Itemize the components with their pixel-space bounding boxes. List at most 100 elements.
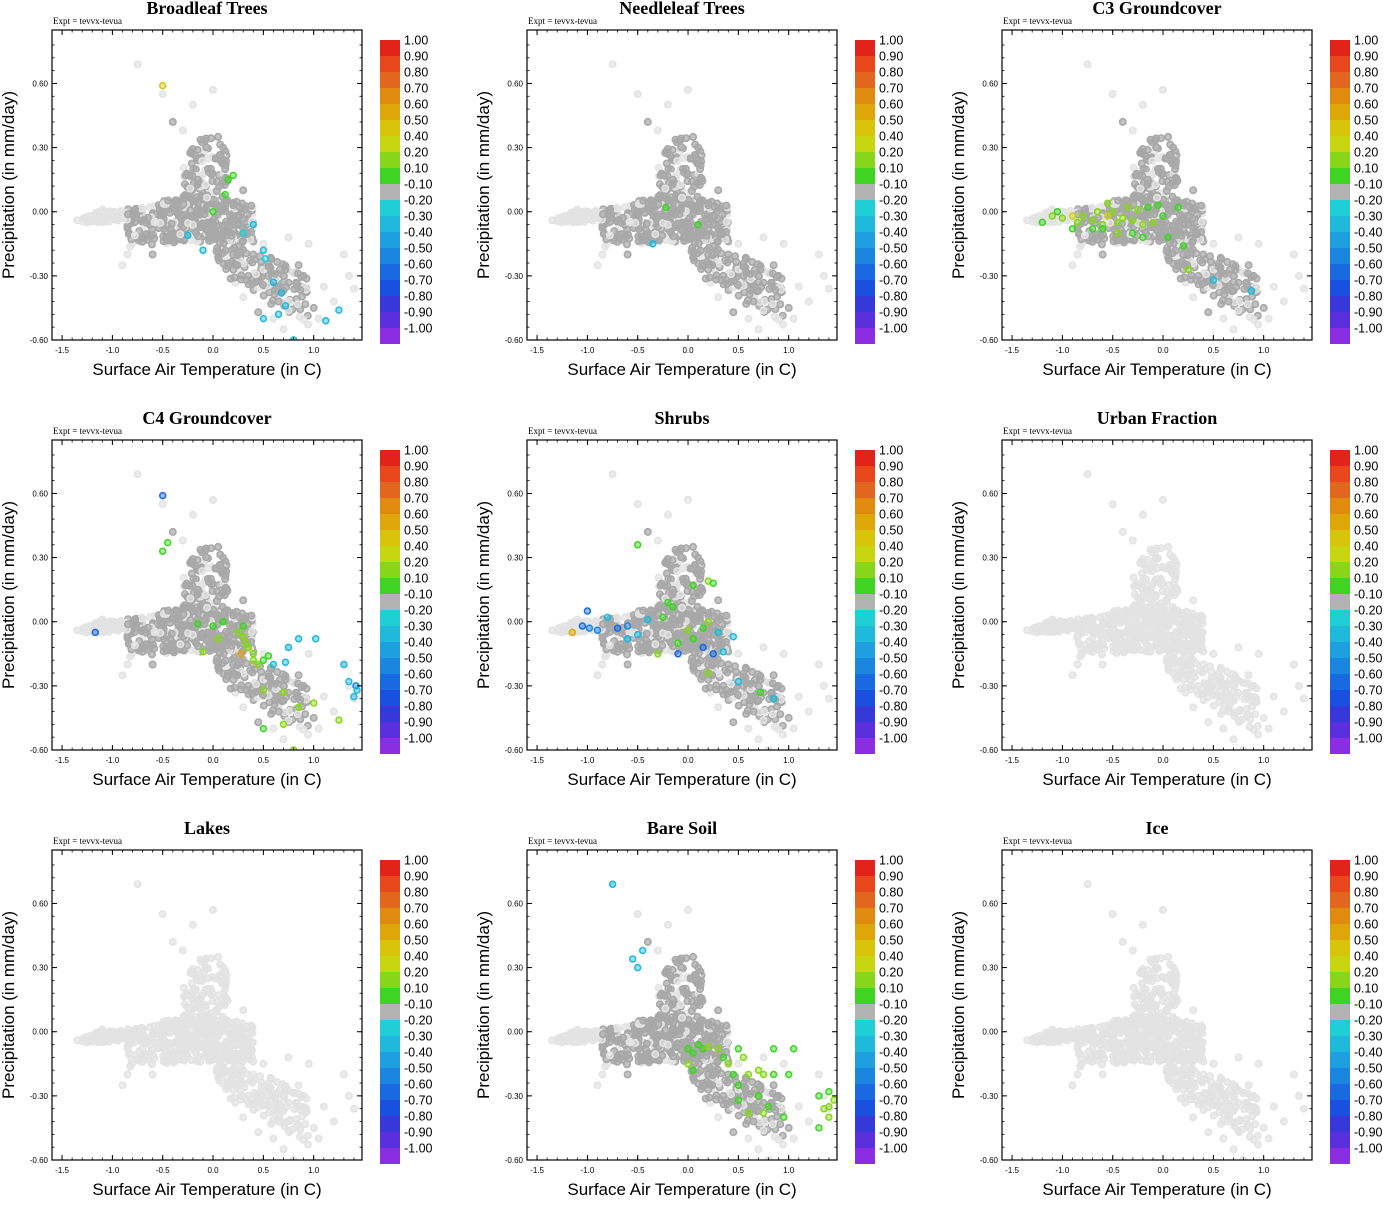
background-point — [549, 627, 555, 633]
background-point — [645, 529, 651, 535]
colorbar-label: 0.10 — [404, 572, 428, 586]
highlight-point — [160, 493, 166, 499]
background-point — [1179, 259, 1185, 265]
colorbar-label: -0.10 — [879, 178, 908, 192]
colorbar-label: 0.60 — [404, 508, 428, 522]
background-point — [786, 305, 792, 311]
background-point — [1215, 683, 1221, 689]
background-point — [614, 234, 620, 240]
panel-title: Broadleaf Trees — [146, 0, 267, 18]
background-point — [210, 197, 216, 203]
y-tick-label: 0.30 — [507, 144, 523, 153]
background-point — [559, 629, 565, 635]
background-point — [715, 238, 721, 244]
background-point — [1227, 677, 1233, 683]
colorbar-swatch — [1330, 466, 1350, 482]
background-point — [297, 724, 303, 730]
colorbar-swatch — [380, 578, 400, 594]
background-point — [1122, 197, 1128, 203]
x-tick-label: -1.5 — [530, 756, 544, 765]
background-point — [747, 697, 753, 703]
background-point — [1120, 119, 1126, 125]
colorbar-swatch — [1330, 280, 1350, 296]
y-tick-label: -0.60 — [505, 336, 524, 345]
x-tick-label: -1.0 — [580, 756, 594, 765]
background-point — [219, 604, 225, 610]
background-point — [655, 127, 661, 133]
highlight-point — [705, 619, 711, 625]
background-point — [694, 194, 700, 200]
colorbar-swatch — [855, 450, 875, 466]
background-point — [760, 644, 766, 650]
highlight-point — [1059, 215, 1065, 221]
x-tick-label: 0.5 — [258, 346, 270, 355]
background-point — [180, 537, 186, 543]
background-point — [1115, 607, 1121, 613]
background-point — [1205, 309, 1211, 315]
background-point — [733, 259, 739, 265]
colorbar-label: 0.20 — [404, 556, 428, 570]
x-tick-label: 0.0 — [1157, 756, 1169, 765]
background-point — [728, 271, 734, 277]
colorbar-label: 0.50 — [879, 114, 903, 128]
background-point — [172, 607, 178, 613]
colorbar-label: 0.90 — [404, 460, 428, 474]
y-tick-label: -0.30 — [505, 682, 524, 691]
background-point — [149, 651, 155, 657]
background-point — [1166, 183, 1172, 189]
expt-label: Expt = tevvx-tevua — [528, 426, 597, 436]
colorbar-label: 0.80 — [404, 476, 428, 490]
background-point — [1296, 683, 1302, 689]
background-point — [752, 267, 758, 273]
colorbar-swatch — [1330, 120, 1350, 136]
colorbar-swatch — [855, 56, 875, 72]
background-point — [202, 592, 208, 598]
background-point — [714, 610, 720, 616]
colorbar-swatch — [380, 152, 400, 168]
background-point — [599, 251, 605, 257]
background-point — [1245, 711, 1251, 717]
background-point — [1210, 241, 1216, 247]
background-point — [745, 315, 751, 321]
panel-title: Urban Fraction — [1097, 408, 1218, 428]
background-point — [1122, 607, 1128, 613]
background-point — [190, 607, 196, 613]
y-tick-label: 0.30 — [32, 144, 48, 153]
colorbar-label: -0.30 — [404, 620, 433, 634]
background-point — [204, 195, 210, 201]
highlight-point — [283, 303, 289, 309]
background-point — [220, 554, 226, 560]
colorbar: 1.000.900.800.700.600.500.400.200.10-0.1… — [380, 444, 433, 755]
background-point — [770, 711, 776, 717]
colorbar-swatch — [380, 530, 400, 546]
highlight-point — [245, 644, 251, 650]
colorbar-swatch — [855, 530, 875, 546]
background-point — [1229, 698, 1235, 704]
background-point — [647, 197, 653, 203]
background-point — [715, 597, 721, 603]
y-tick-label: 0.00 — [32, 618, 48, 627]
background-point — [170, 119, 176, 125]
background-point — [769, 280, 775, 286]
colorbar-label: 1.00 — [879, 444, 903, 458]
background-point — [1050, 629, 1056, 635]
background-point — [231, 274, 237, 280]
background-point — [1190, 238, 1196, 244]
background-point — [672, 137, 678, 143]
x-tick-label: -1.5 — [530, 346, 544, 355]
highlight-point — [1130, 217, 1136, 223]
background-point — [187, 623, 193, 629]
background-point — [1151, 621, 1157, 627]
highlight-point — [1090, 217, 1096, 223]
background-point — [250, 251, 256, 257]
colorbar-swatch — [380, 120, 400, 136]
colorbar-label: -0.90 — [879, 306, 908, 320]
background-point — [706, 274, 712, 280]
background-point — [125, 211, 131, 217]
background-point — [195, 177, 201, 183]
background-point — [1024, 217, 1030, 223]
colorbar-swatch — [855, 482, 875, 498]
colorbar-swatch — [855, 152, 875, 168]
colorbar-swatch — [855, 546, 875, 562]
